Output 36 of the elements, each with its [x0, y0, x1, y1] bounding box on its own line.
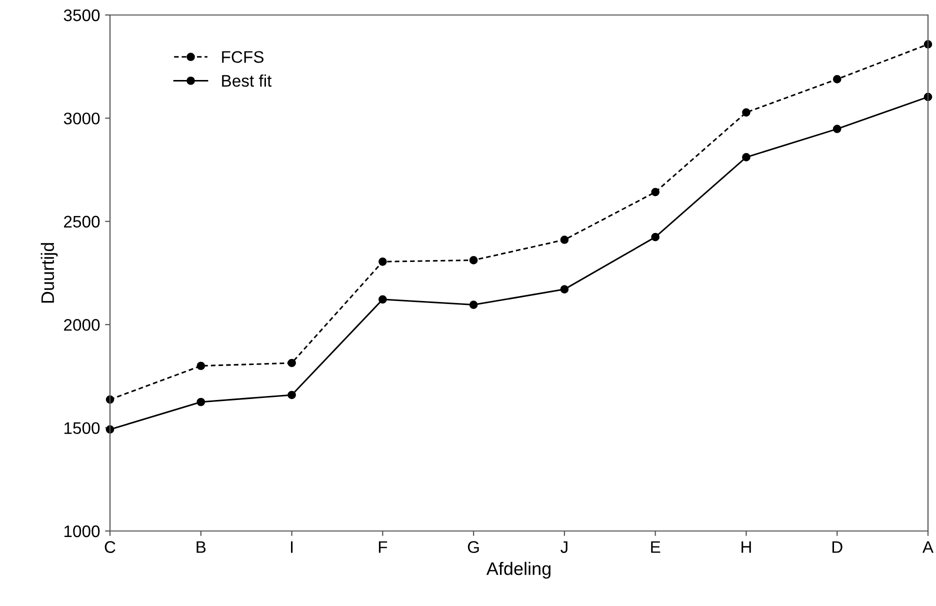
y-tick-label: 3000 [64, 112, 100, 124]
point [742, 153, 750, 162]
x-tick-label: H [742, 541, 751, 553]
x-tick-label: B [196, 541, 206, 553]
x-tick-label: G [468, 541, 479, 553]
point [832, 124, 842, 134]
point [742, 108, 750, 117]
x-tick-label: F [378, 541, 388, 553]
point [196, 362, 206, 370]
y-tick-label: 1000 [64, 525, 100, 538]
x-tick-label: D [832, 541, 842, 553]
x-axis-title: Afdeling [486, 562, 550, 579]
point [378, 295, 387, 304]
y-tick-label: 3500 [64, 9, 100, 22]
point [560, 285, 569, 294]
x-tick-label: J [560, 541, 568, 553]
legend-label: Best fit [222, 74, 272, 87]
y-tick-label: 1500 [64, 422, 100, 434]
x-tick-label: A [922, 541, 934, 553]
point [196, 398, 206, 406]
point [469, 256, 478, 264]
point [560, 236, 569, 244]
y-tick-label: 2000 [64, 319, 100, 331]
point [651, 188, 660, 196]
point [378, 257, 387, 266]
point [288, 390, 296, 400]
point [288, 358, 296, 368]
point [651, 232, 660, 242]
y-axis-title: Duurtijd [40, 243, 58, 303]
x-tick-label: C [104, 541, 116, 553]
y-tick-label: 2500 [64, 216, 100, 228]
point [832, 75, 842, 84]
x-tick-label: I [291, 541, 293, 553]
point [469, 300, 478, 309]
x-tick-label: E [651, 541, 660, 553]
legend-label: FCFS [222, 51, 264, 63]
